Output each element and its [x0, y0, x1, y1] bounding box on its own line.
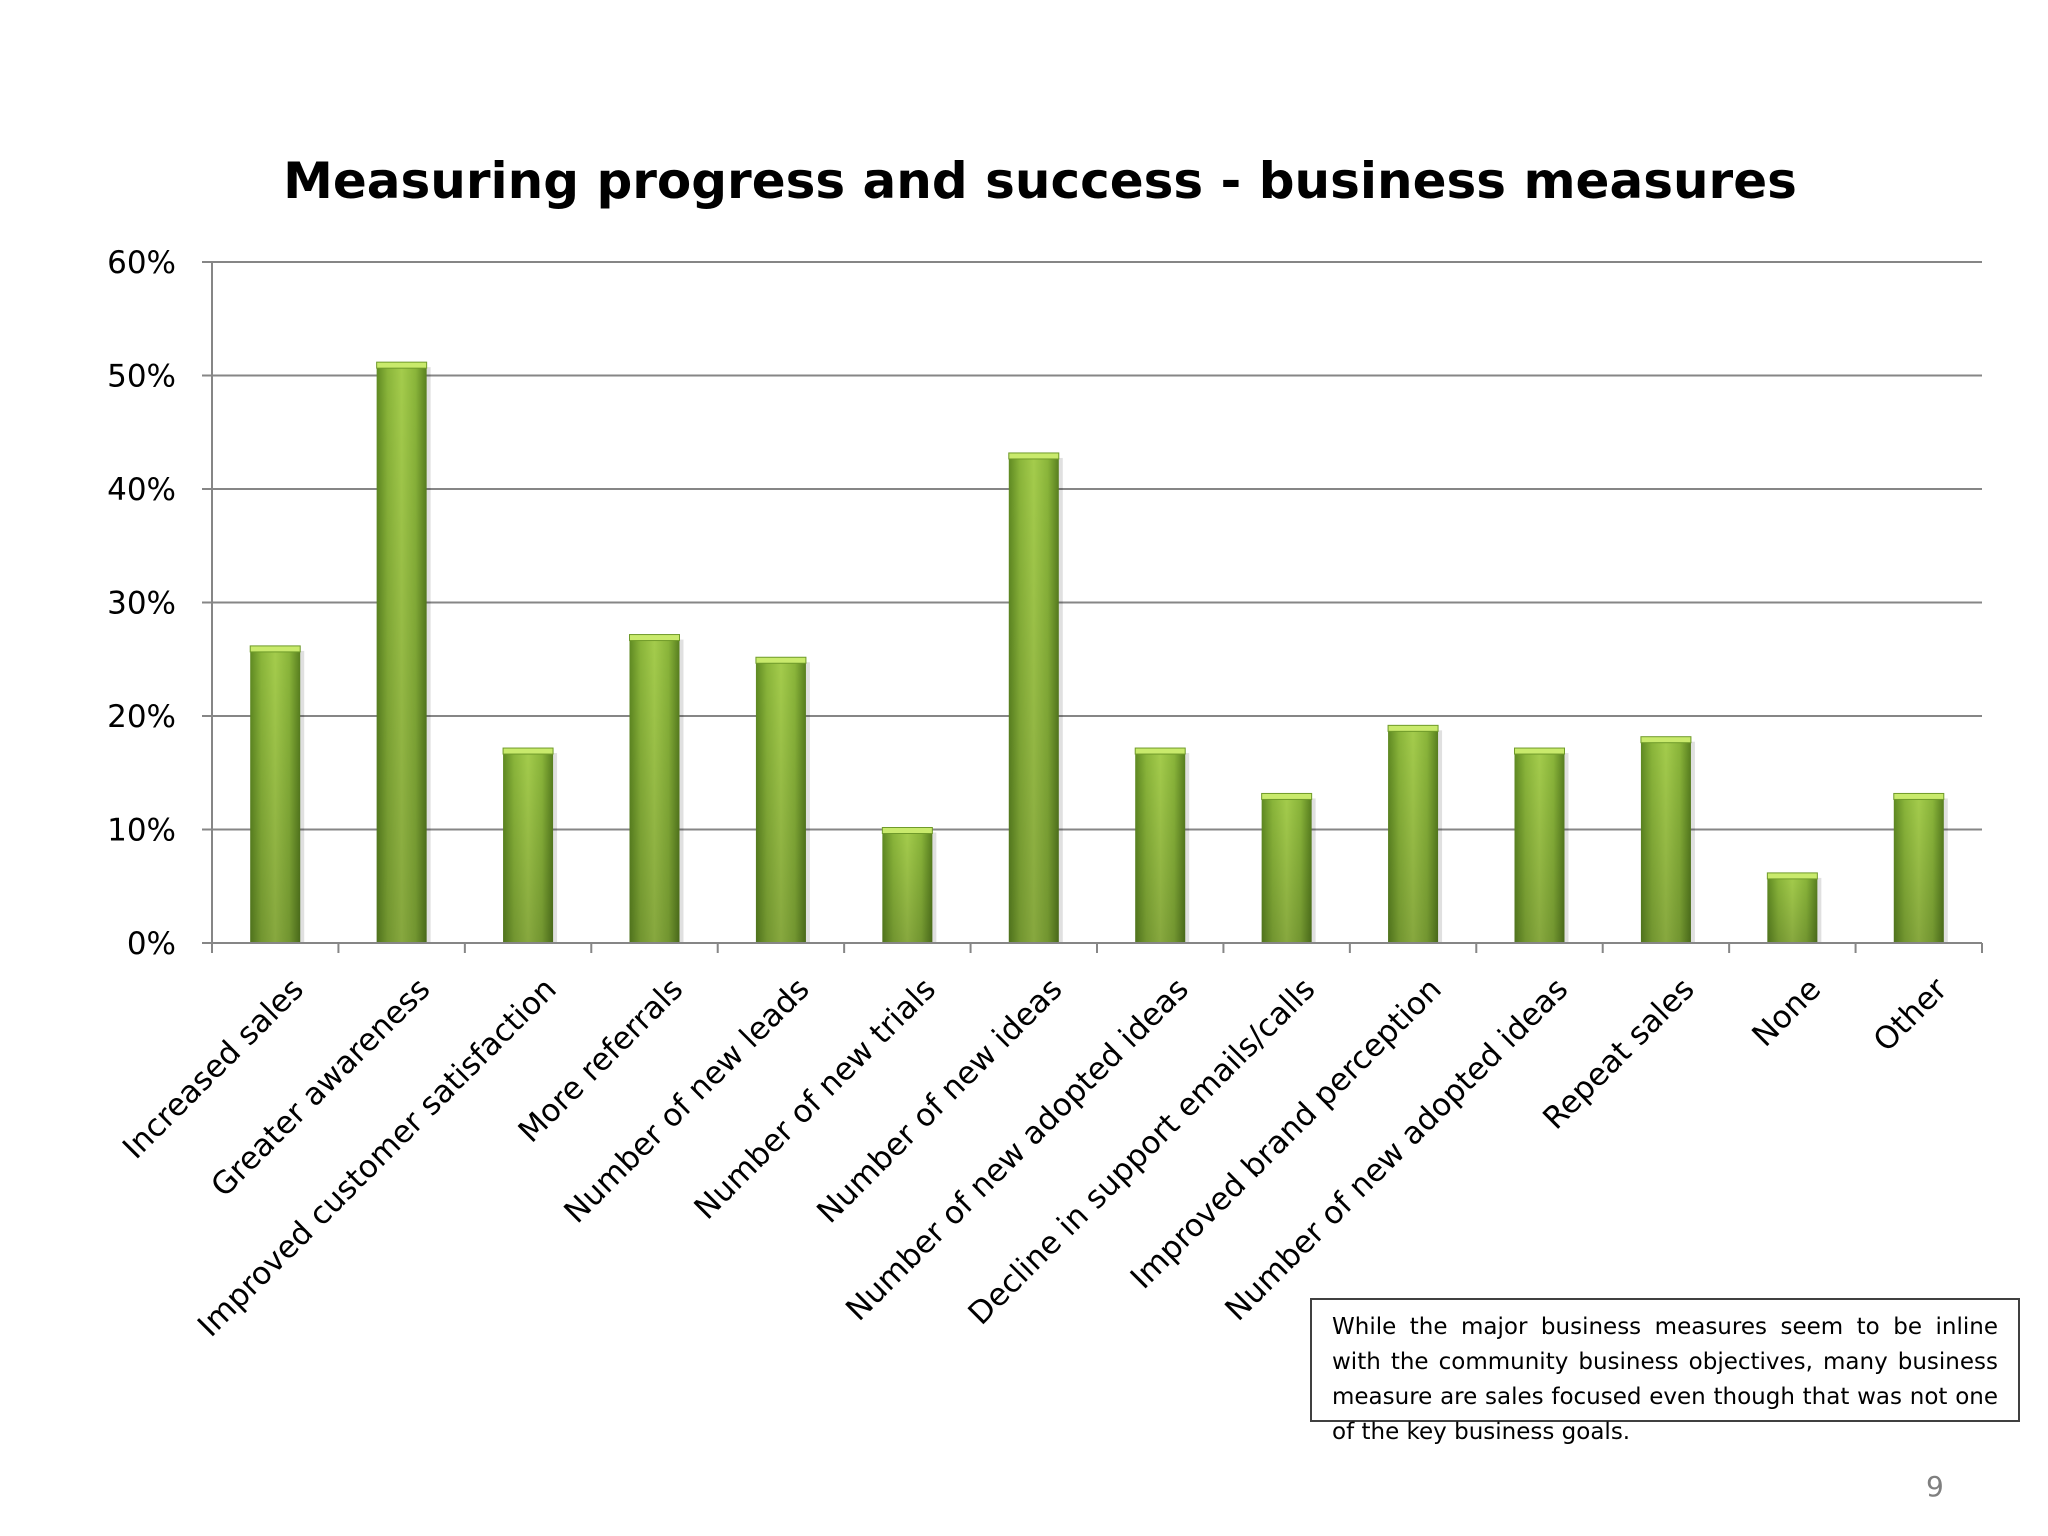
bar-shade: [755, 659, 806, 943]
bar-top: [1261, 792, 1313, 800]
bar-top: [1893, 792, 1945, 800]
bar-shade: [1767, 874, 1818, 943]
y-tick-label: 30%: [107, 586, 176, 622]
bar-top: [881, 827, 933, 834]
y-tick-label: 40%: [107, 472, 176, 508]
bar-shade: [1640, 738, 1691, 943]
bar: [1261, 792, 1316, 943]
bar-top: [1134, 747, 1186, 755]
bar: [1893, 792, 1948, 943]
bar-top: [1008, 452, 1060, 460]
x-category-label: Other: [1867, 971, 1955, 1059]
bar: [502, 747, 558, 943]
bar-shade: [250, 647, 301, 943]
bar-shade: [503, 750, 554, 943]
bar-shade: [1388, 727, 1439, 943]
bar-top: [1640, 736, 1692, 744]
y-tick-label: 0%: [127, 926, 176, 962]
bar-shade: [1893, 795, 1944, 943]
bar-top: [1514, 747, 1565, 755]
x-category-label: Number of new trials: [688, 971, 943, 1226]
bar-top: [376, 361, 428, 369]
bar-top: [1766, 872, 1818, 880]
x-category-label: Number of new ideas: [810, 971, 1069, 1230]
bar: [376, 361, 431, 943]
bar-shade: [1261, 795, 1312, 943]
bar: [249, 645, 305, 943]
x-category-label: None: [1745, 971, 1828, 1054]
bar: [1640, 736, 1695, 943]
axes: [202, 261, 1983, 953]
bar: [881, 827, 937, 943]
gridlines: [212, 261, 1982, 831]
bar-shade: [376, 364, 427, 943]
bar-top: [502, 747, 554, 755]
bar-shade: [882, 829, 933, 943]
bar-shade: [629, 636, 680, 943]
y-tick-label: 20%: [107, 699, 176, 735]
bar-shade: [1135, 750, 1186, 943]
y-tick-label: 50%: [107, 359, 176, 395]
y-tick-label: 10%: [107, 813, 176, 849]
x-category-label: Number of new leads: [557, 971, 816, 1230]
note-box: While the major business measures seem t…: [1310, 1298, 2020, 1445]
bar: [1766, 872, 1822, 943]
bar: [1514, 747, 1569, 943]
bar-shade: [1514, 750, 1565, 943]
bar: [1387, 724, 1443, 943]
y-tick-label: 60%: [107, 245, 176, 281]
page-number: 9: [1926, 1470, 1944, 1503]
bar-top: [249, 645, 301, 653]
bar: [1008, 452, 1063, 943]
x-category-label: Greater awareness: [204, 971, 437, 1204]
bar-top: [629, 634, 680, 642]
bar: [629, 634, 684, 943]
bar-top: [1387, 724, 1439, 732]
bars: [249, 361, 1948, 943]
bar: [755, 656, 810, 943]
bar: [1134, 747, 1190, 943]
bar-shade: [1008, 454, 1059, 943]
bar-top: [755, 656, 807, 664]
chart-title: Measuring progress and success - busines…: [283, 152, 1797, 210]
